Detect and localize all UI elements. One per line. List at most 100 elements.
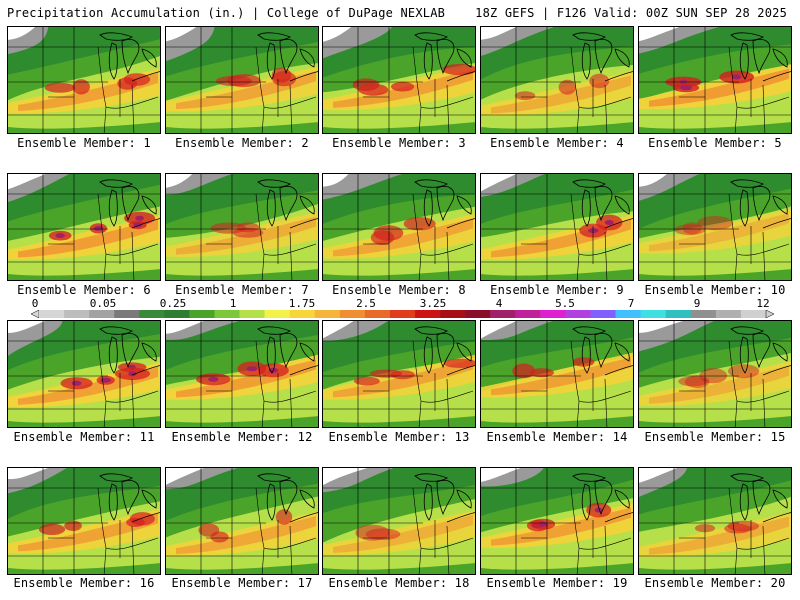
colorbar-tick-label: 7	[627, 297, 635, 310]
precip-map	[639, 174, 791, 280]
ensemble-map-panel	[7, 467, 161, 575]
colorbar-swatch	[590, 310, 616, 318]
precip-map	[323, 174, 475, 280]
precip-map	[323, 27, 475, 133]
precip-map	[323, 321, 475, 427]
member-caption: Ensemble Member: 18	[328, 576, 470, 590]
member-caption: Ensemble Member: 17	[171, 576, 313, 590]
map-title: Precipitation Accumulation (in.) | Colle…	[7, 6, 446, 20]
ensemble-map-panel	[322, 26, 476, 134]
ensemble-map-panel	[480, 320, 634, 428]
ensemble-map-panel	[480, 467, 634, 575]
colorbar-swatch	[415, 310, 441, 318]
colorbar-swatch	[314, 310, 341, 318]
colorbar-swatch	[239, 310, 265, 318]
colorbar-swatch	[289, 310, 316, 318]
colorbar-swatch	[264, 310, 290, 318]
member-caption: Ensemble Member: 8	[332, 283, 466, 297]
member-caption: Ensemble Member: 14	[486, 430, 628, 444]
colorbar-swatch	[39, 310, 65, 318]
colorbar-tick-label: 0.25	[159, 297, 187, 310]
colorbar-swatch	[114, 310, 140, 318]
member-caption: Ensemble Member: 5	[648, 136, 782, 150]
ensemble-map-panel	[322, 320, 476, 428]
ensemble-map-panel	[165, 320, 319, 428]
colorbar-swatch	[189, 310, 215, 318]
precip-map	[166, 174, 318, 280]
colorbar-swatch	[640, 310, 667, 318]
colorbar-swatch	[615, 310, 641, 318]
member-caption: Ensemble Member: 3	[332, 136, 466, 150]
ensemble-map-panel	[322, 467, 476, 575]
colorbar-swatch	[139, 310, 165, 318]
colorbar-swatch	[465, 310, 491, 318]
precip-map	[481, 321, 633, 427]
member-caption: Ensemble Member: 11	[13, 430, 155, 444]
precip-map	[8, 27, 160, 133]
member-caption: Ensemble Member: 19	[486, 576, 628, 590]
colorbar-swatch	[540, 310, 566, 318]
ensemble-map-panel	[165, 467, 319, 575]
member-caption: Ensemble Member: 15	[644, 430, 786, 444]
colorbar-swatch	[364, 310, 391, 318]
precip-map	[8, 321, 160, 427]
ensemble-map-panel	[638, 26, 792, 134]
ensemble-map-panel	[322, 173, 476, 281]
colorbar-tick-label: 9	[693, 297, 701, 310]
colorbar-swatch	[339, 310, 366, 318]
colorbar-tick-label: 0.05	[89, 297, 117, 310]
precip-map	[481, 27, 633, 133]
precip-map	[639, 468, 791, 574]
colorbar-tick-label: 1	[229, 297, 237, 310]
colorbar-swatch	[565, 310, 591, 318]
precip-map	[8, 468, 160, 574]
colorbar	[31, 310, 774, 318]
ensemble-map-panel	[7, 26, 161, 134]
precip-map	[481, 174, 633, 280]
colorbar-left-arrow	[31, 310, 40, 318]
member-caption: Ensemble Member: 1	[17, 136, 151, 150]
precip-map	[481, 468, 633, 574]
colorbar-tick-label: 3.25	[419, 297, 447, 310]
ensemble-map-panel	[165, 26, 319, 134]
precip-map	[166, 468, 318, 574]
ensemble-map-panel	[7, 173, 161, 281]
colorbar-swatch	[715, 310, 742, 318]
ensemble-map-panel	[638, 173, 792, 281]
colorbar-swatch	[164, 310, 190, 318]
colorbar-swatch	[515, 310, 541, 318]
colorbar-swatch	[389, 310, 416, 318]
colorbar-tick-label: 5.5	[555, 297, 575, 310]
ensemble-map-panel	[638, 467, 792, 575]
colorbar-tick-label: 2.5	[356, 297, 376, 310]
colorbar-swatch	[64, 310, 90, 318]
colorbar-swatch	[665, 310, 692, 318]
colorbar-swatch	[690, 310, 717, 318]
colorbar-swatch	[740, 310, 767, 318]
colorbar-tick-label: 4	[495, 297, 503, 310]
colorbar-swatch	[490, 310, 516, 318]
precip-map	[166, 321, 318, 427]
colorbar-swatch	[89, 310, 115, 318]
member-caption: Ensemble Member: 16	[13, 576, 155, 590]
member-caption: Ensemble Member: 6	[17, 283, 151, 297]
member-caption: Ensemble Member: 7	[175, 283, 309, 297]
precip-map	[166, 27, 318, 133]
ensemble-map-panel	[480, 26, 634, 134]
colorbar-tick-label: 0	[31, 297, 39, 310]
member-caption: Ensemble Member: 13	[328, 430, 470, 444]
member-caption: Ensemble Member: 9	[490, 283, 624, 297]
member-caption: Ensemble Member: 2	[175, 136, 309, 150]
member-caption: Ensemble Member: 10	[644, 283, 786, 297]
ensemble-map-panel	[165, 173, 319, 281]
precip-map	[639, 27, 791, 133]
colorbar-tick-label: 1.75	[288, 297, 316, 310]
ensemble-map-panel	[480, 173, 634, 281]
ensemble-map-panel	[638, 320, 792, 428]
colorbar-swatch	[440, 310, 466, 318]
member-caption: Ensemble Member: 20	[644, 576, 786, 590]
colorbar-tick-label: 12	[756, 297, 770, 310]
colorbar-swatch	[214, 310, 240, 318]
precip-map	[8, 174, 160, 280]
precip-map	[639, 321, 791, 427]
